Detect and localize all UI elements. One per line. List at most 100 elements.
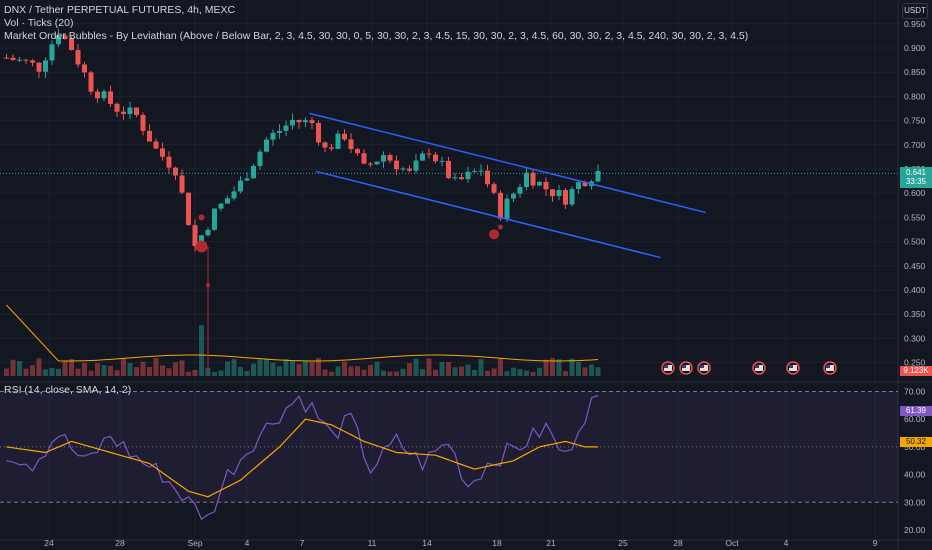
currency-button[interactable]: USDT — [902, 3, 928, 19]
volume-bar — [498, 358, 503, 376]
candle-body — [212, 208, 217, 230]
order-bubble — [198, 214, 205, 221]
rsi-tick-label: 40.00 — [904, 470, 926, 480]
price-tick-label: 0.950 — [904, 19, 926, 29]
candle-body — [452, 177, 458, 179]
candle-body — [361, 153, 367, 164]
volume-bar — [537, 367, 542, 376]
volume-bar — [387, 371, 393, 376]
volume-bar — [212, 371, 217, 376]
candle-body — [134, 107, 139, 116]
volume-bar — [4, 368, 9, 376]
volume-bar — [257, 359, 263, 376]
us-flag-canton — [682, 365, 686, 368]
volume-bar — [69, 359, 74, 376]
candle-body — [556, 190, 562, 197]
rsi-ma-tag: 50.32 — [900, 437, 932, 447]
volume-bar — [478, 359, 484, 376]
candle-body — [270, 132, 276, 140]
volume-bar — [381, 370, 386, 376]
candle-body — [231, 191, 237, 199]
candle-body — [95, 91, 100, 99]
volume-bar — [472, 370, 477, 376]
volume-bar — [368, 364, 373, 376]
candle-body — [127, 107, 133, 115]
candle-body — [335, 133, 341, 149]
candle-body — [511, 193, 516, 199]
volume-bar — [270, 362, 276, 376]
price-tick-label: 0.500 — [904, 237, 926, 247]
candle-body — [433, 154, 438, 162]
candle-body — [426, 153, 432, 155]
candle-body — [465, 171, 471, 180]
volume-bar — [56, 368, 61, 376]
us-flag-canton — [664, 365, 668, 368]
volume-bar — [582, 367, 588, 376]
candles — [0, 28, 898, 252]
volume-bar — [517, 368, 523, 376]
volume-bar — [82, 362, 87, 376]
rsi-ma-line — [6, 418, 598, 498]
volume-bar — [264, 359, 269, 376]
candle-body — [491, 184, 497, 193]
candle-body — [576, 182, 581, 190]
event-markers[interactable] — [661, 361, 837, 375]
time-tick-label: 24 — [44, 538, 54, 548]
volume-bar — [589, 364, 594, 376]
candle-body — [400, 168, 406, 170]
last-price-value: 0.641 — [905, 168, 927, 177]
candle-body — [82, 64, 87, 73]
candle-body — [387, 155, 393, 161]
volume-bar — [329, 371, 334, 376]
volume-bar — [114, 370, 120, 376]
candle-body — [342, 133, 347, 140]
volume-bar — [491, 368, 497, 376]
volume-bar — [348, 366, 354, 376]
volume-bar — [166, 368, 172, 376]
volume-bar — [121, 358, 126, 376]
order-bubble — [195, 240, 208, 253]
volume-bar — [563, 371, 568, 376]
us-flag-canton — [700, 365, 704, 368]
volume-bar — [569, 358, 575, 376]
volume-bar — [485, 370, 490, 376]
volume-bar — [296, 364, 302, 376]
candle-body — [498, 192, 503, 219]
candle-body — [225, 198, 230, 204]
volume-bars — [4, 304, 601, 376]
volume-bar — [199, 325, 204, 376]
volume-bar — [225, 361, 230, 376]
price-tick-label: 0.600 — [904, 188, 926, 198]
volume-bar — [290, 360, 295, 376]
candle-body — [23, 59, 29, 61]
time-axis[interactable]: 24 28 Sep 4 7 11 14 18 21 25 28 Oct 4 9 — [44, 538, 877, 548]
trendlines[interactable] — [309, 112, 707, 259]
us-flag-canton — [789, 365, 793, 368]
candle-body — [368, 163, 373, 165]
candle-body — [147, 130, 152, 142]
candle-body — [36, 62, 42, 72]
volume-bar — [283, 359, 289, 376]
last-price-tag: 0.641 33:35 — [900, 167, 932, 188]
volume-bar — [43, 369, 48, 376]
price-tick-label: 0.400 — [904, 285, 926, 295]
volume-bar — [400, 368, 406, 376]
candle-body — [530, 172, 536, 186]
candle-body — [439, 160, 445, 162]
volume-bar — [218, 370, 224, 376]
volume-bar — [524, 370, 529, 376]
candle-body — [309, 120, 315, 123]
volume-bar — [556, 359, 562, 376]
candle-body — [166, 156, 172, 168]
candle-body — [543, 181, 549, 190]
candle-body — [595, 171, 601, 182]
volume-bar — [374, 361, 380, 376]
bar-countdown: 33:35 — [905, 177, 927, 186]
price-tick-label: 0.300 — [904, 333, 926, 343]
volume-bar — [95, 362, 100, 376]
price-axis[interactable]: 0.9500.9000.8500.8000.7500.7000.6500.600… — [904, 19, 926, 368]
volume-bar — [173, 362, 178, 376]
